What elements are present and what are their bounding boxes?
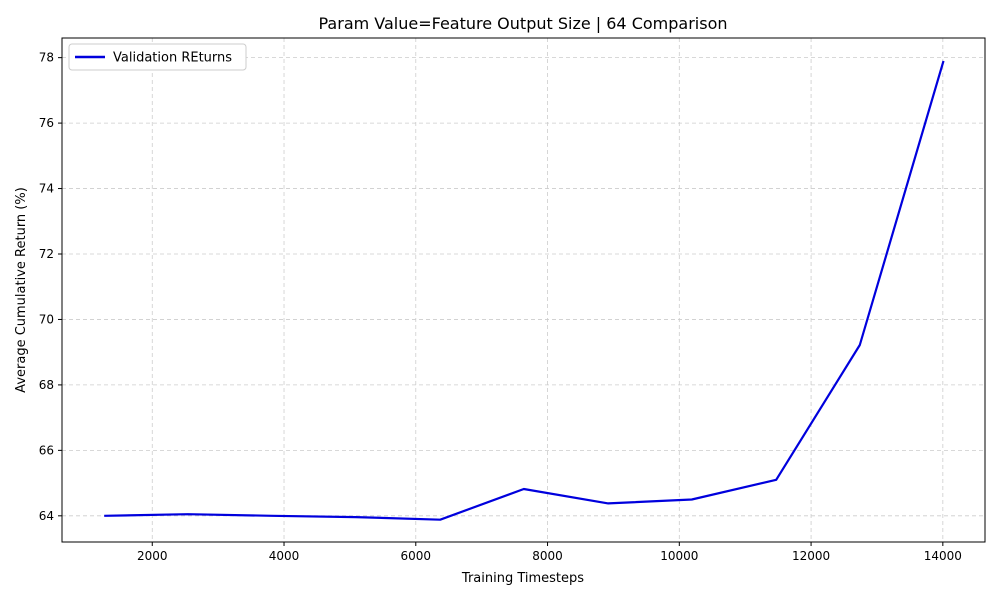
series-layer (104, 60, 945, 521)
x-tick-label: 6000 (401, 549, 432, 563)
grid (62, 38, 985, 542)
x-tick-label: 14000 (924, 549, 962, 563)
chart-title: Param Value=Feature Output Size | 64 Com… (319, 14, 728, 33)
x-axis-label: Training Timesteps (461, 571, 584, 586)
y-tick-label: 66 (39, 443, 54, 457)
legend-box (68, 43, 247, 71)
series-line (104, 60, 945, 521)
y-tick-label: 70 (39, 312, 54, 326)
y-tick-label: 64 (39, 509, 54, 523)
legend: Validation REturns (68, 43, 247, 71)
y-tick-label: 74 (39, 182, 54, 196)
y-tick-label: 68 (39, 378, 54, 392)
y-tick-label: 72 (39, 247, 54, 261)
y-tick-label: 78 (39, 51, 54, 65)
x-tick-label: 12000 (792, 549, 830, 563)
legend-label: Validation REturns (113, 51, 232, 66)
x-tick-label: 2000 (137, 549, 168, 563)
y-axis-label: Average Cumulative Return (%) (14, 187, 29, 393)
x-tick-label: 4000 (269, 549, 300, 563)
x-tick-label: 10000 (660, 549, 698, 563)
y-tick-label: 76 (39, 116, 54, 130)
axes: 2000 4000 6000 8000 10000 12000 14000 64 66 68 70 7… (39, 51, 962, 563)
x-tick-label: 8000 (532, 549, 563, 563)
plot-frame (61, 37, 986, 543)
